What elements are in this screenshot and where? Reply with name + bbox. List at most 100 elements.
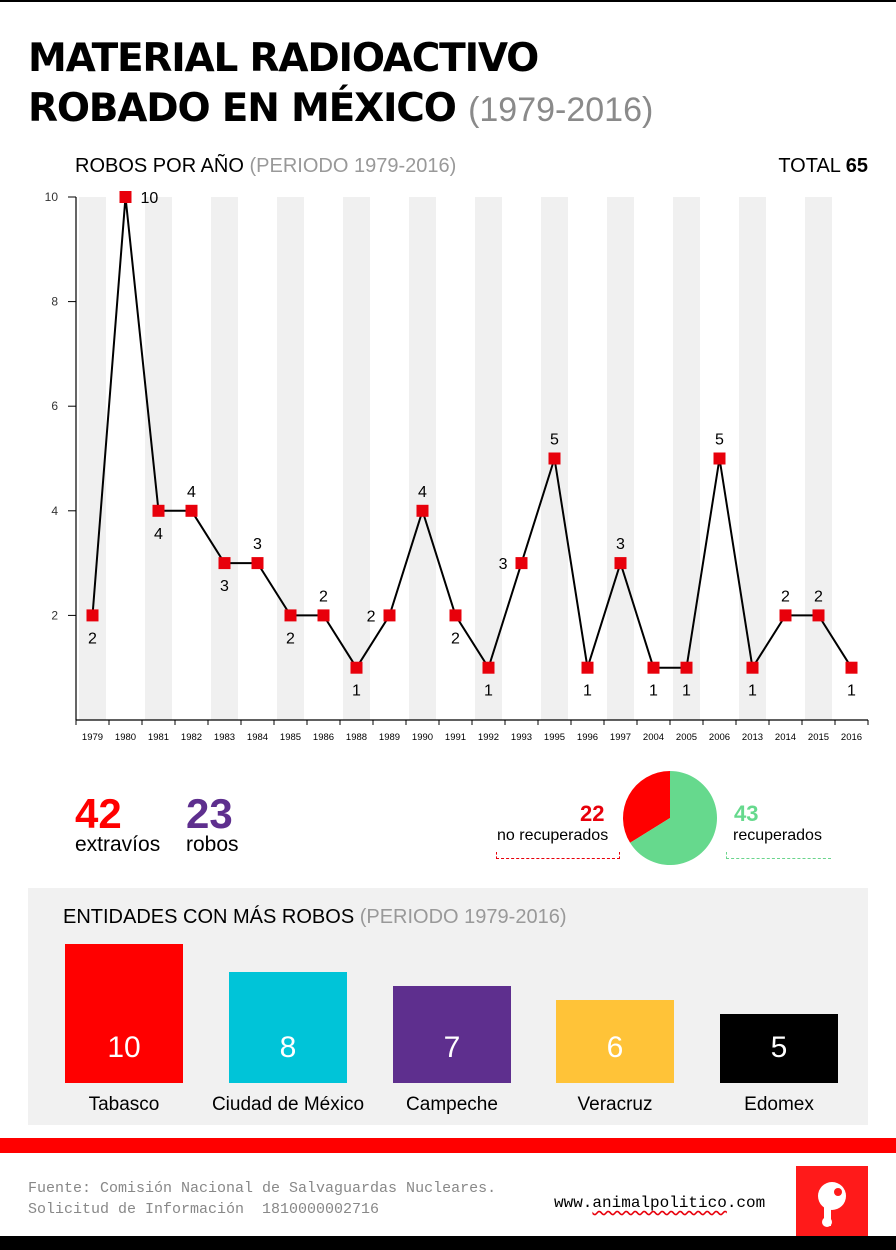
- line-chart-period: (PERIODO 1979-2016): [249, 155, 457, 177]
- publisher-logo: [796, 1166, 868, 1236]
- top-rule: [0, 0, 896, 2]
- data-label: 3: [616, 536, 625, 553]
- x-tick-label: 1989: [379, 732, 400, 743]
- y-tick-label: 2: [51, 608, 58, 622]
- x-tick-label: 2015: [808, 732, 829, 743]
- site-url[interactable]: www.animalpolitico.com: [554, 1194, 765, 1212]
- pie-no-recuperados-label: no recuperados: [497, 827, 609, 844]
- pie-right-dashed-bracket: [726, 852, 831, 859]
- bar-value-label: 7: [443, 1030, 461, 1064]
- bar-category-label: Edomex: [744, 1094, 814, 1115]
- x-tick-label: 1983: [214, 732, 235, 743]
- x-tick-label: 1993: [511, 732, 532, 743]
- page-title: MATERIAL RADIOACTIVO ROBADO EN MÉXICO (1…: [28, 34, 653, 135]
- data-point: [350, 661, 363, 674]
- grid-band: [277, 197, 304, 720]
- data-label: 1: [748, 683, 757, 700]
- grid-band: [145, 197, 172, 720]
- pie-left-dashed-bracket: [496, 852, 620, 859]
- y-tick-label: 8: [51, 295, 58, 309]
- data-label: 4: [418, 484, 427, 501]
- data-label: 4: [154, 526, 163, 543]
- bar-value-label: 8: [279, 1030, 297, 1064]
- data-label: 5: [715, 432, 724, 449]
- data-label: 2: [451, 630, 460, 647]
- bar-chart-title: ENTIDADES CON MÁS ROBOS (PERIODO 1979-20…: [63, 906, 566, 929]
- extravios-value: 42: [75, 790, 122, 837]
- data-label: 3: [220, 578, 229, 595]
- site-suffix: .com: [726, 1194, 766, 1212]
- data-point: [218, 557, 231, 570]
- x-tick-label: 1995: [544, 732, 565, 743]
- grid-band: [79, 197, 106, 720]
- bar-category-label: Ciudad de México: [211, 1094, 365, 1115]
- data-point: [812, 609, 825, 622]
- x-tick-label: 1984: [247, 732, 268, 743]
- x-tick-label: 1981: [148, 732, 169, 743]
- data-point: [614, 557, 627, 570]
- data-point: [185, 504, 198, 517]
- data-point: [449, 609, 462, 622]
- total-value: 65: [845, 155, 868, 177]
- x-tick-label: 2004: [643, 732, 664, 743]
- x-tick-label: 2016: [841, 732, 862, 743]
- data-label: 1: [682, 683, 691, 700]
- bar-category-label: Campeche: [406, 1094, 498, 1115]
- data-point: [317, 609, 330, 622]
- data-point: [119, 191, 132, 203]
- title-line-1: MATERIAL RADIOACTIVO: [28, 36, 539, 81]
- pie-chart: [623, 770, 717, 865]
- data-label: 2: [781, 588, 790, 605]
- y-tick-label: 4: [51, 504, 58, 518]
- data-point: [680, 661, 693, 674]
- grid-band: [211, 197, 238, 720]
- title-years: (1979-2016): [468, 91, 654, 129]
- line-chart-title: ROBOS POR AÑO (PERIODO 1979-2016): [75, 155, 456, 178]
- robos-value: 23: [186, 790, 233, 837]
- data-label: 1: [649, 683, 658, 700]
- data-point: [284, 609, 297, 622]
- total-label: TOTAL: [778, 155, 841, 177]
- bar: 6: [556, 999, 674, 1083]
- data-label: 2: [88, 630, 97, 647]
- pie-recuperados-value: 43: [734, 801, 759, 826]
- extravios-label: extravíos: [75, 833, 161, 856]
- data-label: 2: [286, 630, 295, 647]
- x-tick-label: 1979: [82, 732, 103, 743]
- source-line-1: Fuente: Comisión Nacional de Salvaguarda…: [28, 1180, 497, 1197]
- bar-value-label: 6: [606, 1030, 624, 1064]
- logo-icon: [818, 1182, 846, 1227]
- data-label: 2: [319, 588, 328, 605]
- y-tick-label: 10: [45, 190, 59, 204]
- data-point: [416, 504, 429, 517]
- pie-slice: [623, 770, 671, 843]
- data-label: 5: [550, 432, 559, 449]
- x-tick-label: 1980: [115, 732, 136, 743]
- x-tick-label: 2005: [676, 732, 697, 743]
- line-chart: 2 4 6 8 10 1979 1980 1981 1982 1983 1984 1985 1986 19…: [45, 190, 869, 743]
- data-label: 4: [187, 484, 196, 501]
- data-point: [845, 661, 858, 674]
- grid-band: [409, 197, 436, 720]
- x-tick-label: 1986: [313, 732, 334, 743]
- robos-label: robos: [186, 833, 239, 856]
- x-tick-label: 2006: [709, 732, 730, 743]
- data-point: [548, 452, 561, 465]
- data-label: 3: [253, 536, 262, 553]
- x-tick-label: 2014: [775, 732, 796, 743]
- bar: 10: [65, 944, 183, 1083]
- bar: 7: [393, 985, 511, 1083]
- data-point: [86, 609, 99, 622]
- source-note: Fuente: Comisión Nacional de Salvaguarda…: [28, 1178, 496, 1220]
- bottom-band: [0, 1236, 896, 1250]
- grid-band: [805, 197, 832, 720]
- grid-band: [607, 197, 634, 720]
- x-tick-label: 1990: [412, 732, 433, 743]
- data-point: [515, 557, 528, 570]
- pie-recuperados-label: recuperados: [733, 827, 822, 844]
- x-tick-label: 1992: [478, 732, 499, 743]
- data-point: [779, 609, 792, 622]
- x-tick-label: 1982: [181, 732, 202, 743]
- x-tick-label: 1988: [346, 732, 367, 743]
- bar-category-label: Veracruz: [577, 1094, 653, 1115]
